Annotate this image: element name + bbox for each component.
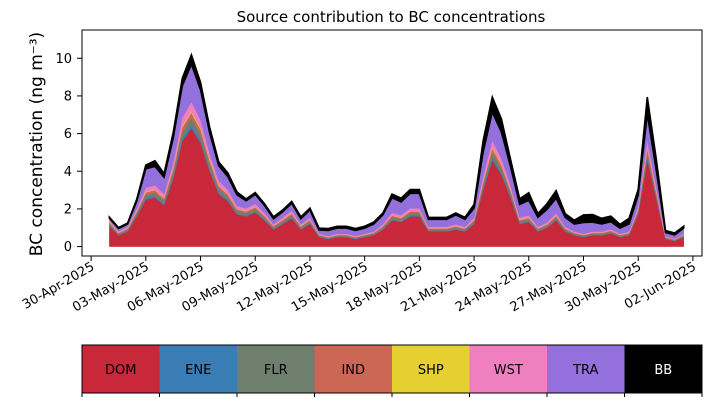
legend-swatch-flr <box>237 345 315 393</box>
legend-swatch-wst <box>469 345 547 393</box>
y-axis-label: BC concentration (ng m⁻³) <box>27 32 47 256</box>
legend-swatch-shp <box>392 345 470 393</box>
legend-label-tra: TRA <box>572 363 598 378</box>
legend-swatch-tra <box>547 345 625 393</box>
legend-swatch-ind <box>314 345 392 393</box>
plot-frame <box>81 29 703 257</box>
y-tick-label: 10 <box>55 52 72 67</box>
y-axis: 0 2 4 6 8 10 <box>55 52 82 255</box>
legend-swatch-bb <box>624 345 702 393</box>
legend-swatch-ene <box>159 345 237 393</box>
y-tick-label: 6 <box>64 127 72 142</box>
y-tick-label: 2 <box>64 202 72 217</box>
legend-label-flr: FLR <box>264 363 288 378</box>
legend-swatch-dom <box>82 345 160 393</box>
legend-frame <box>81 344 703 394</box>
area-bb <box>108 52 685 236</box>
legend-label-shp: SHP <box>418 363 444 378</box>
legend-label-dom: DOM <box>105 363 136 378</box>
legend-colorbar: DOM ENE FLR IND SHP WST TRA BB <box>81 344 703 397</box>
legend-label-ene: ENE <box>185 363 211 378</box>
chart-title: Source contribution to BC concentrations <box>237 8 546 26</box>
legend-label-wst: WST <box>494 363 523 378</box>
y-tick-label: 0 <box>64 240 72 255</box>
legend-label-ind: IND <box>341 363 365 378</box>
legend-label-bb: BB <box>654 363 672 378</box>
y-tick-label: 8 <box>64 89 72 104</box>
y-tick-label: 4 <box>64 165 72 180</box>
x-axis: 30-Apr-202503-May-202506-May-202509-May-… <box>20 256 699 315</box>
stacked-areas <box>108 52 685 247</box>
